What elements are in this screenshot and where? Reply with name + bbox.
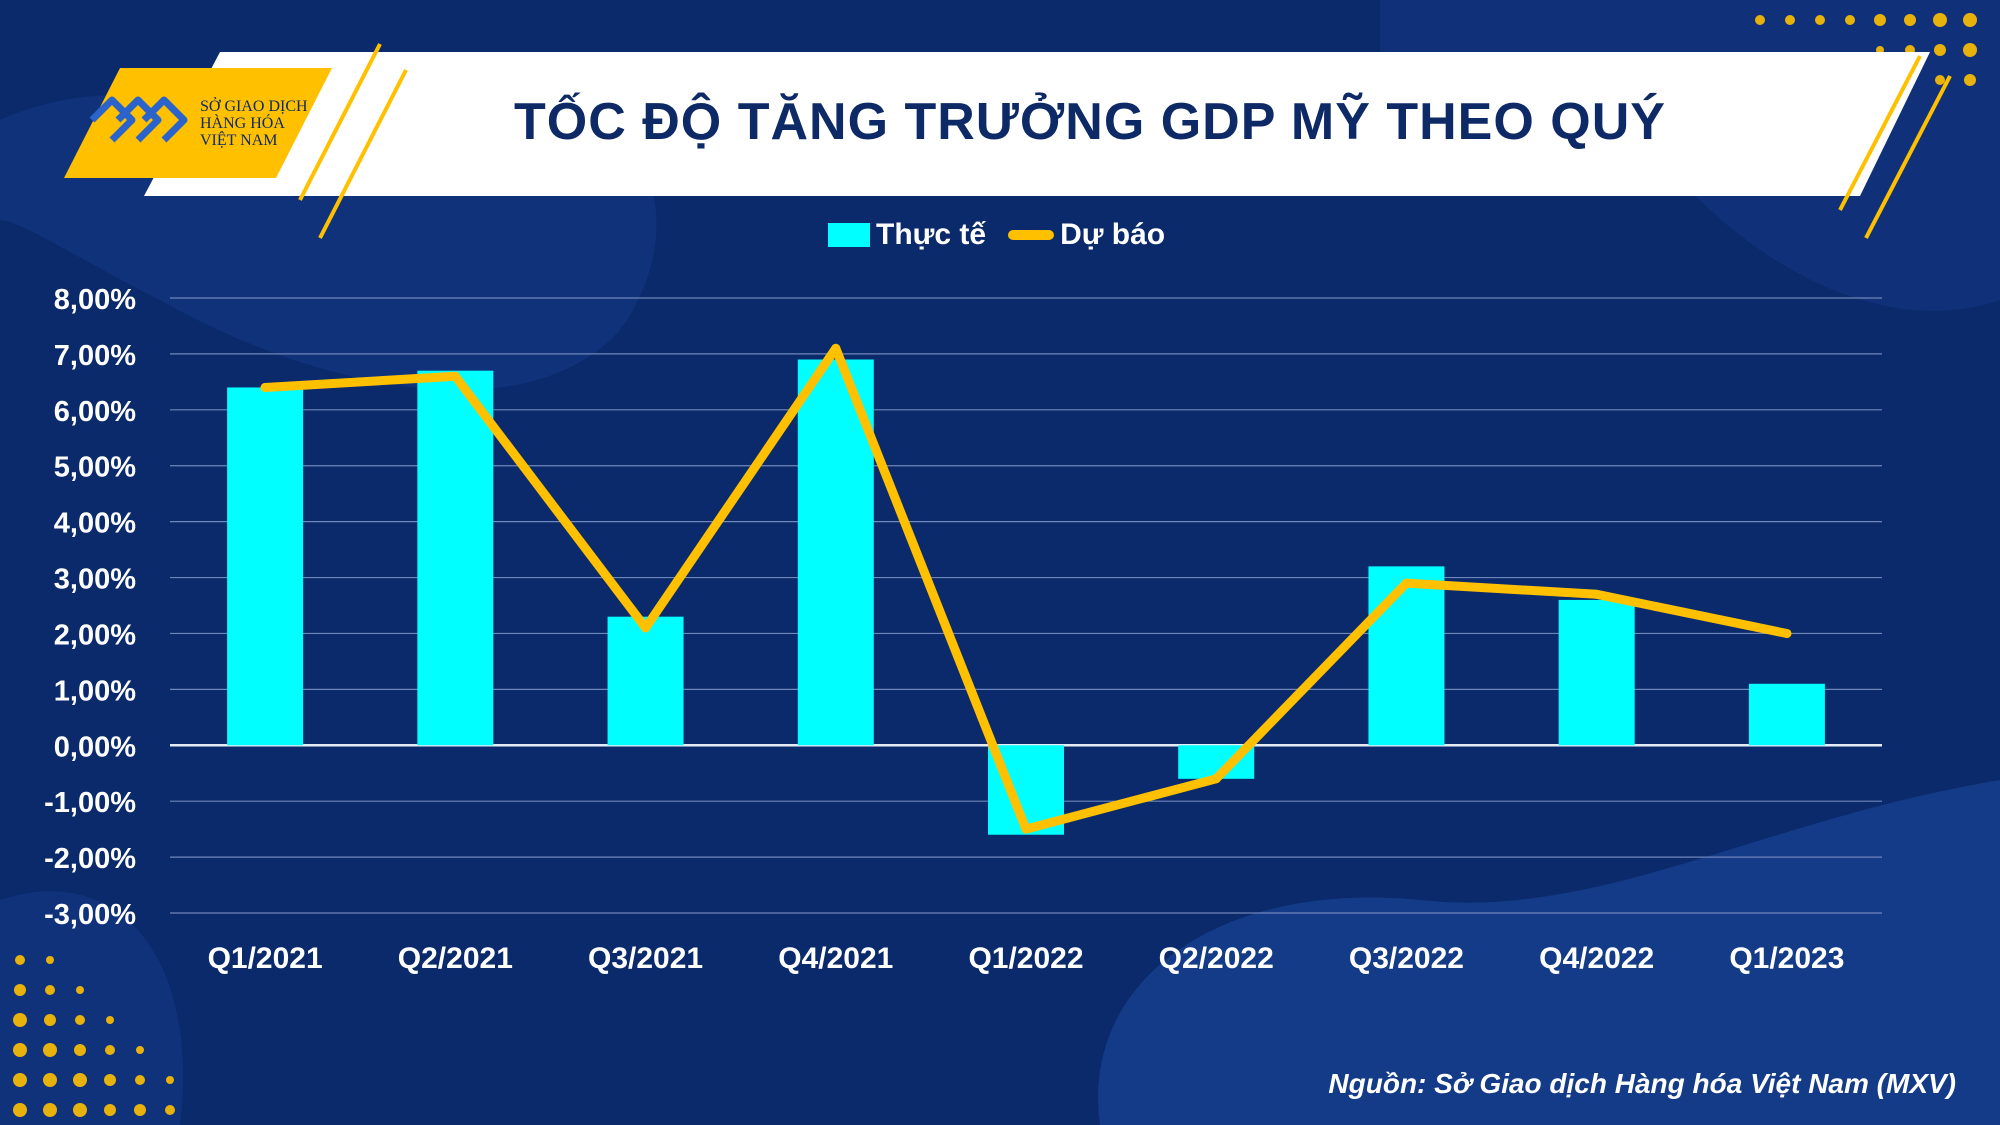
y-tick-label: -2,00% xyxy=(44,843,136,875)
logo-icon xyxy=(89,96,188,143)
forecast-point xyxy=(450,371,460,381)
forecast-point xyxy=(1782,628,1792,638)
y-tick-label: 4,00% xyxy=(54,508,136,540)
x-tick-label: Q2/2022 xyxy=(1159,942,1274,975)
bar xyxy=(1748,683,1825,746)
y-tick-label: 7,00% xyxy=(54,340,136,372)
x-tick-label: Q4/2022 xyxy=(1539,942,1654,975)
forecast-point xyxy=(1401,578,1411,588)
forecast-point xyxy=(1592,589,1602,599)
y-tick-label: -3,00% xyxy=(44,899,136,931)
forecast-point xyxy=(260,382,270,392)
y-tick-label: 6,00% xyxy=(54,396,136,428)
y-tick-label: 2,00% xyxy=(54,619,136,651)
y-axis-tick-labels: 8,00% 7,00% 6,00% 5,00% 4,00% 3,00% 2,00% 1,00%… xyxy=(44,284,136,931)
logo-line: VIỆT NAM xyxy=(200,132,278,149)
legend-item-thuc-te: Thực tế xyxy=(828,218,986,252)
forecast-point xyxy=(831,343,841,353)
x-tick-label: Q1/2021 xyxy=(208,942,323,975)
legend-label: Thực tế xyxy=(876,218,987,251)
x-tick-label: Q3/2022 xyxy=(1349,942,1464,975)
legend-swatch-line xyxy=(1008,230,1055,240)
legend-label: Dự báo xyxy=(1060,218,1166,251)
bar xyxy=(417,370,494,746)
logo-line: HÀNG HÓA xyxy=(200,115,285,132)
chart-legend: Thực tế Dự báo xyxy=(828,218,1165,252)
line-series-du-bao xyxy=(260,343,1792,834)
x-tick-label: Q4/2021 xyxy=(778,942,893,975)
y-tick-label: 0,00% xyxy=(54,731,136,763)
bar xyxy=(1558,599,1635,746)
forecast-point xyxy=(641,623,651,633)
logo-line: SỞ GIAO DỊCH xyxy=(200,98,308,115)
page-title: TỐC ĐỘ TĂNG TRƯỞNG GDP MỸ THEO QUÝ xyxy=(514,93,1666,151)
forecast-point xyxy=(1021,824,1031,834)
legend-item-du-bao: Dự báo xyxy=(1008,218,1165,252)
source-note: Nguồn: Sở Giao dịch Hàng hóa Việt Nam (M… xyxy=(1328,1068,1956,1099)
bar xyxy=(1368,566,1445,746)
bar xyxy=(227,387,304,746)
legend-swatch-bar xyxy=(828,223,870,247)
y-tick-label: 8,00% xyxy=(54,284,136,316)
y-tick-label: 3,00% xyxy=(54,564,136,596)
title-banner xyxy=(64,43,1952,239)
bar xyxy=(607,616,684,746)
logo-text: SỞ GIAO DỊCH HÀNG HÓA VIỆT NAM xyxy=(200,98,308,149)
y-tick-label: 1,00% xyxy=(54,675,136,707)
x-axis-tick-labels: Q1/2021 Q2/2021 Q3/2021 Q4/2021 Q1/2022 Q2/20… xyxy=(208,942,1845,975)
x-tick-label: Q1/2023 xyxy=(1729,942,1844,975)
y-tick-label: 5,00% xyxy=(54,452,136,484)
y-tick-label: -1,00% xyxy=(44,787,136,819)
x-tick-label: Q1/2022 xyxy=(968,942,1083,975)
forecast-point xyxy=(1211,774,1221,784)
x-tick-label: Q3/2021 xyxy=(588,942,703,975)
x-tick-label: Q2/2021 xyxy=(398,942,513,975)
